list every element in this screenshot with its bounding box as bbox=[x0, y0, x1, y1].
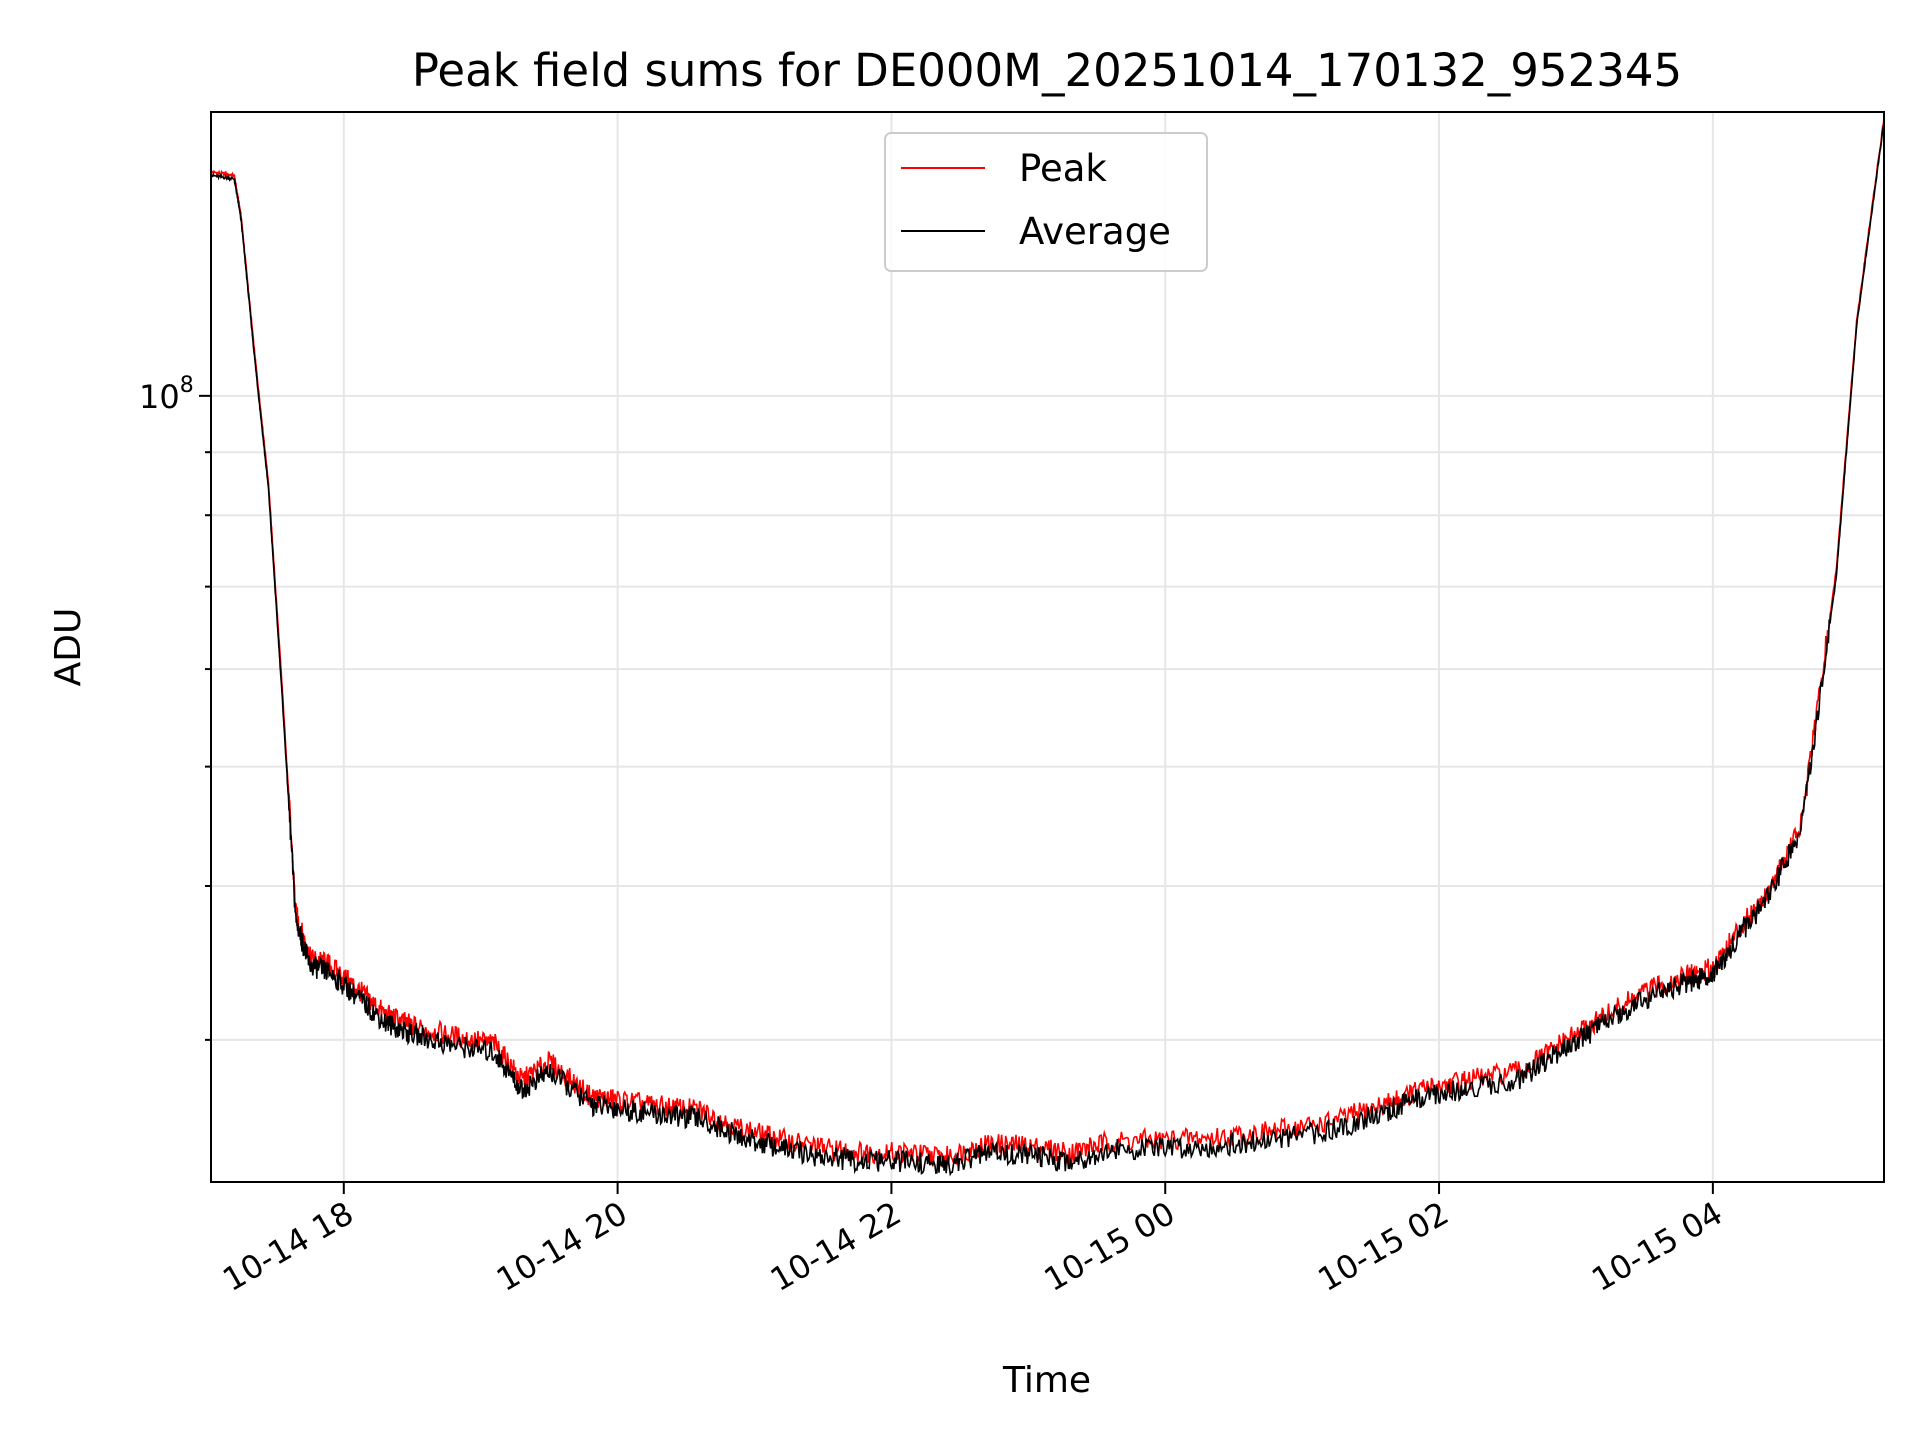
x-axis-label: Time bbox=[1002, 1360, 1091, 1401]
x-tick-label: 10-14 20 bbox=[490, 1194, 634, 1299]
legend-average-label: Average bbox=[1019, 210, 1171, 253]
x-tick-label: 10-14 22 bbox=[764, 1194, 908, 1299]
series-line-average bbox=[210, 121, 1885, 1177]
x-tick-label: 10-15 02 bbox=[1311, 1194, 1455, 1299]
x-tick-label: 10-15 00 bbox=[1038, 1194, 1182, 1299]
y-tick-exponent: 8 bbox=[180, 373, 194, 398]
series-layer bbox=[210, 118, 1885, 1177]
plot-frame bbox=[210, 111, 1885, 1183]
x-tick-label: 10-14 18 bbox=[216, 1194, 360, 1299]
y-tick-label: 108 bbox=[139, 373, 194, 416]
legend-peak-label: Peak bbox=[1019, 147, 1107, 190]
x-tick-label: 10-15 04 bbox=[1585, 1194, 1729, 1299]
chart-title: Peak field sums for DE000M_20251014_1701… bbox=[412, 44, 1682, 97]
legend: Peak Average bbox=[884, 132, 1208, 272]
series-line-peak bbox=[210, 118, 1885, 1167]
y-axis-label: ADU bbox=[48, 608, 89, 687]
grid-layer bbox=[211, 112, 1884, 1182]
